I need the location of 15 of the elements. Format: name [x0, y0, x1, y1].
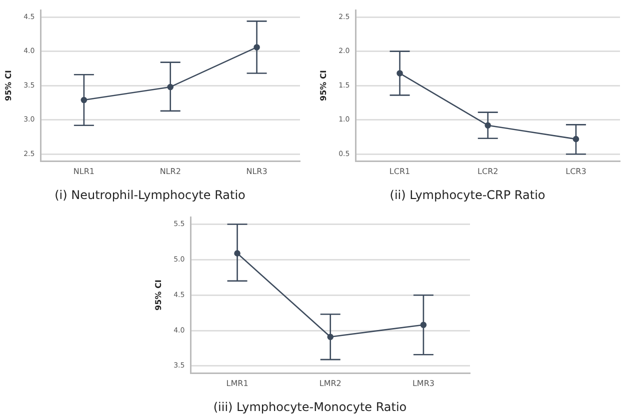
text: (iii) Lymphocyte-Monocyte Ratio: [213, 400, 407, 414]
x-tick-label: NLR2: [160, 166, 181, 176]
x-tick-label: LMR3: [412, 378, 434, 388]
x-tick-label: NLR1: [73, 166, 94, 176]
x-tick-label: LCR3: [566, 166, 586, 176]
x-tick-label: LMR1: [226, 378, 248, 388]
text: (ii) Lymphocyte-CRP Ratio: [390, 188, 546, 202]
x-tick-label: LCR2: [478, 166, 498, 176]
x-tick-label: NLR3: [246, 166, 268, 176]
x-tick-label: LMR2: [319, 378, 342, 388]
y-axis-title: 95% CI: [318, 70, 328, 101]
x-tick-label: LCR1: [389, 166, 410, 176]
text: (i) Neutrophil-Lymphocyte Ratio: [54, 188, 246, 202]
y-axis-title: 95% CI: [4, 70, 13, 101]
y-axis-title: 95% CI: [154, 280, 163, 310]
